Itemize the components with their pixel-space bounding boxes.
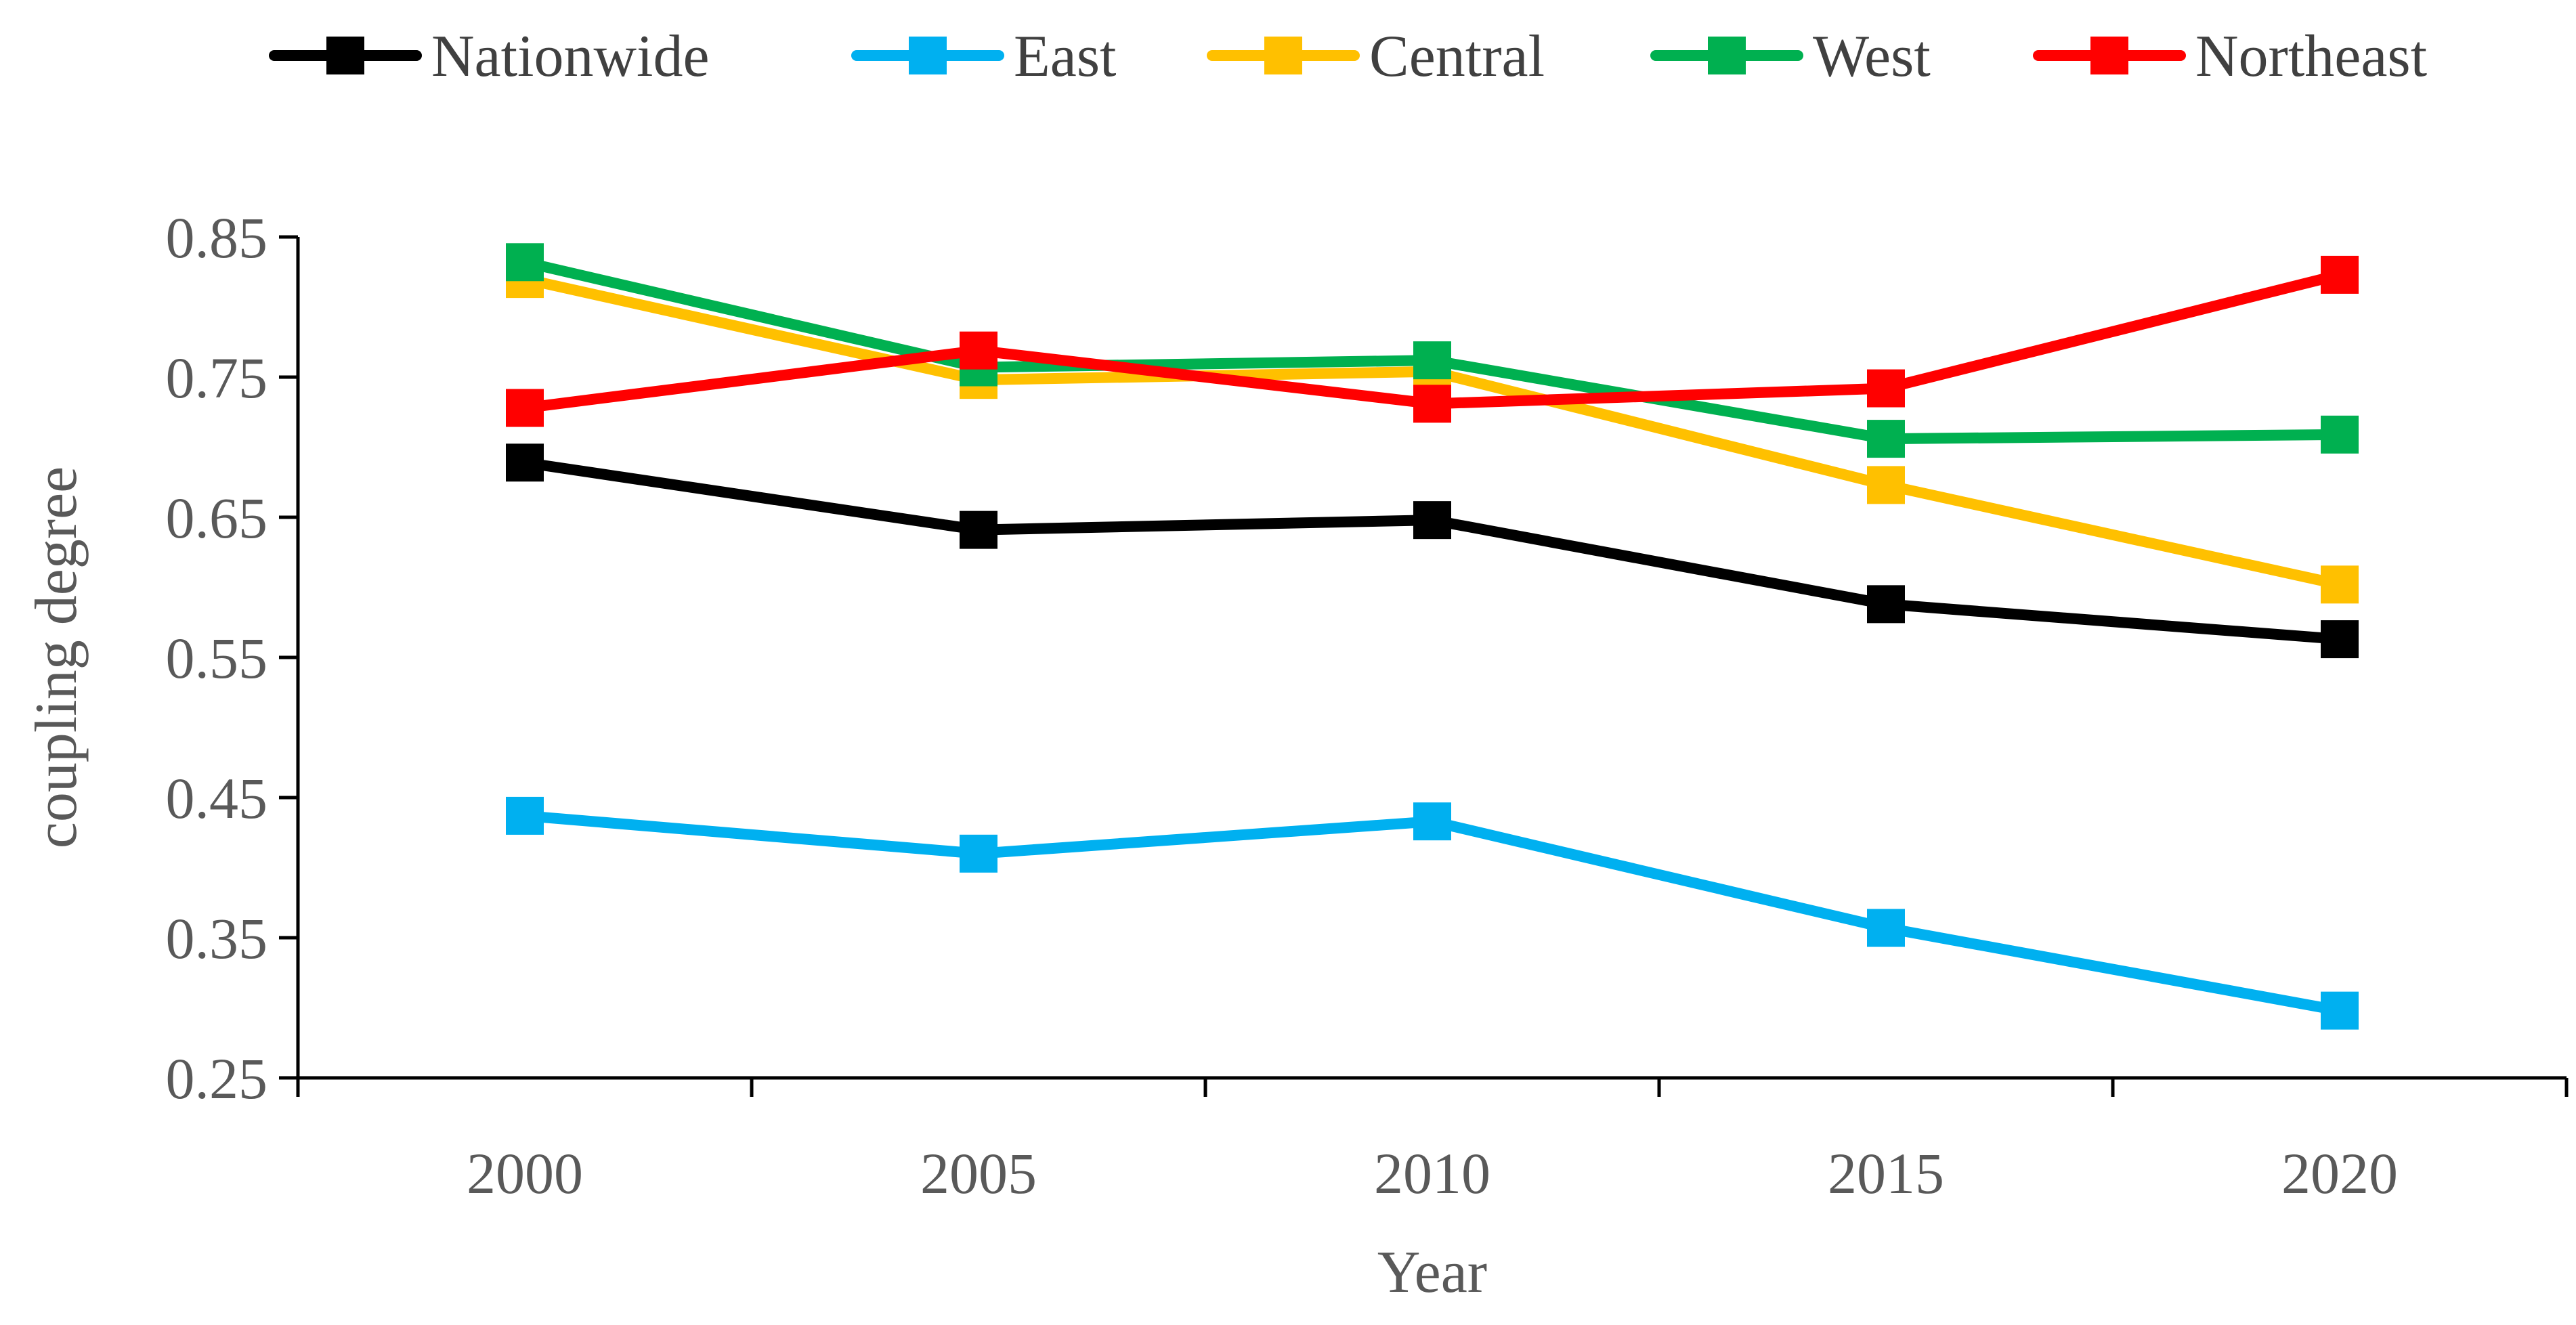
legend-item-nationwide: Nationwide [269,24,710,89]
legend-marker [2090,37,2128,74]
x-axis-ticks: 2000 2005 2010 2015 2020 [296,1078,2569,1206]
data-point [2321,565,2359,604]
data-point [1867,466,1905,504]
series-line [519,457,2345,645]
data-point [2321,991,2359,1030]
x-tick-label: 2015 [1828,1141,1944,1206]
data-point [1867,585,1905,624]
data-point [506,443,544,482]
legend-marker [326,37,364,74]
legend: Nationwide East Central West Northeast [269,24,2427,89]
legend-marker [1708,37,1746,74]
data-point [1867,369,1905,408]
x-axis-title: Year [1377,1240,1487,1305]
series-layer [506,243,2359,1030]
series-northeast [506,255,2359,427]
data-point [1867,420,1905,458]
data-point [506,796,544,835]
data-point [960,331,997,370]
y-axis-title: coupling degree [24,466,89,848]
legend-label: Central [1369,24,1545,89]
series-nationwide [506,443,2359,659]
legend-marker [909,37,947,74]
data-point [960,511,997,549]
data-point [506,243,544,282]
plot-area: 0.25 0.35 0.45 0.55 0.65 0.75 0.85 2000 2005 201… [166,205,2569,1206]
series-west [506,243,2359,458]
data-point [506,389,544,427]
y-tick-label: 0.55 [166,626,268,691]
data-point [1413,385,1451,423]
legend-marker [1264,37,1302,74]
data-point [1413,341,1451,380]
data-point [2321,255,2359,294]
legend-item-east: East [851,24,1117,89]
y-tick-label: 0.25 [166,1046,268,1111]
y-tick-label: 0.35 [166,906,268,971]
legend-item-west: West [1650,24,1931,89]
y-axis-ticks: 0.25 0.35 0.45 0.55 0.65 0.75 0.85 [166,205,298,1111]
legend-label: East [1014,24,1117,89]
y-tick-label: 0.45 [166,766,268,831]
legend-item-northeast: Northeast [2033,24,2427,89]
y-tick-label: 0.75 [166,345,268,410]
legend-item-central: Central [1207,24,1545,89]
x-tick-label: 2020 [2281,1141,2398,1206]
y-tick-label: 0.65 [166,485,268,550]
x-tick-label: 2010 [1374,1141,1490,1206]
series-line [519,810,2345,1016]
x-tick-label: 2000 [467,1141,583,1206]
data-point [1867,909,1905,947]
legend-label: Nationwide [431,24,710,89]
data-point [1413,501,1451,540]
data-point [2321,415,2359,454]
y-tick-label: 0.85 [166,205,268,270]
data-point [2321,620,2359,659]
series-east [506,796,2359,1030]
data-point [960,834,997,873]
legend-label: Northeast [2195,24,2427,89]
data-point [1413,802,1451,841]
legend-label: West [1813,24,1931,89]
x-tick-label: 2005 [920,1141,1037,1206]
